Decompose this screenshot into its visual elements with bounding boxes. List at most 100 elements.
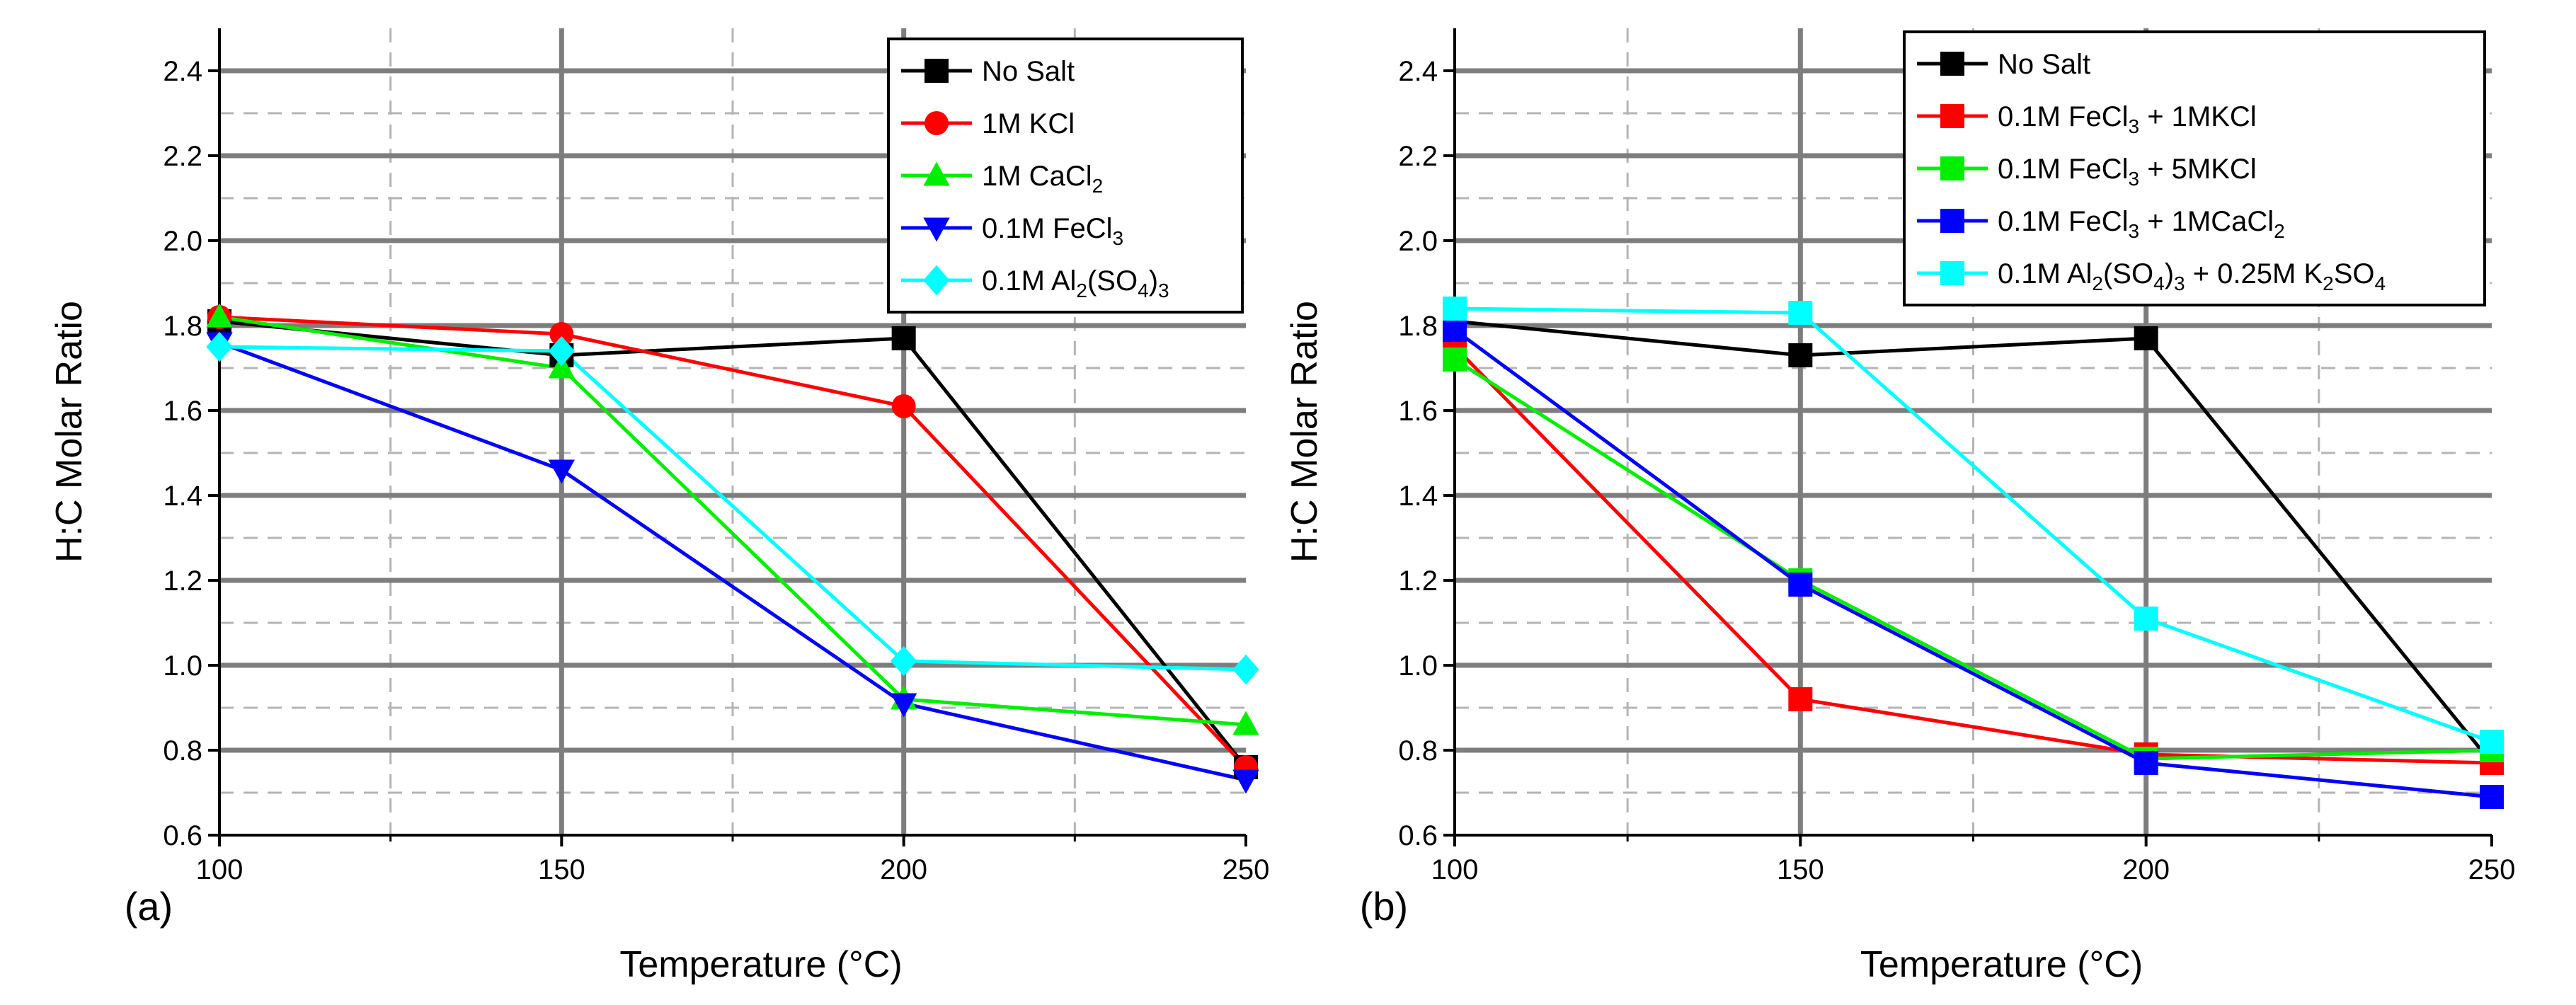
y-tick-label: 2.0 (163, 226, 202, 257)
legend-text-part: + 0.25M K (2185, 258, 2323, 289)
series-line-0 (1454, 319, 2493, 764)
y-tick-label: 1.0 (1398, 650, 1438, 682)
y-tick-label: 1.2 (163, 565, 202, 597)
legend-subscript: 2 (2274, 220, 2285, 242)
data-point-4-3 (1232, 654, 1259, 685)
legend-subscript: 4 (2153, 272, 2165, 294)
legend-text-part: + 1MKCl (2139, 101, 2257, 132)
legend-label-1: 0.1M FeCl3 + 1MKCl (1998, 101, 2257, 137)
data-point-0-2 (891, 326, 916, 350)
data-point-4-1 (548, 335, 576, 367)
legend-label-2: 1M CaCl2 (982, 161, 1103, 197)
series-line-4 (219, 345, 1247, 672)
x-tick-label: 250 (2468, 854, 2516, 885)
legend-marker-0 (1940, 52, 1964, 76)
legend-marker-1 (1940, 104, 1964, 128)
legend-marker-3 (923, 217, 950, 242)
data-point-2-0 (206, 303, 233, 328)
series-line-3 (219, 340, 1247, 782)
data-point-4-2 (2134, 607, 2158, 631)
y-tick-label: 1.4 (1398, 481, 1438, 512)
series-line-0 (219, 319, 1247, 769)
data-point-3-3 (1232, 769, 1259, 794)
legend-text-part: ) (2165, 258, 2174, 289)
data-point-4-0 (1443, 297, 1467, 321)
legend-text-part: + 5MKCl (2139, 154, 2257, 185)
data-point-3-0 (1443, 318, 1467, 342)
legend-subscript: 3 (2129, 220, 2140, 242)
y-tick-label: 2.2 (1398, 141, 1438, 172)
data-point-4-2 (890, 645, 917, 677)
data-point-3-3 (2480, 785, 2504, 809)
series-line-3 (1453, 328, 2492, 799)
data-point-0-1 (1788, 343, 1813, 367)
legend-subscript: 3 (2129, 115, 2140, 137)
legend-marker-4 (923, 265, 950, 296)
legend-subscript: 4 (2375, 272, 2386, 294)
x-axis-title: Temperature (°C) (619, 944, 902, 985)
series-line-2 (1453, 357, 2492, 761)
legend-subscript: 2 (1076, 280, 1087, 302)
data-point-4-1 (1788, 301, 1813, 325)
x-tick-label: 150 (538, 854, 585, 885)
legend-label-0: No Salt (1998, 49, 2090, 80)
legend-label-3: 0.1M FeCl3 (982, 213, 1123, 249)
legend-box (1903, 30, 2486, 306)
y-tick-label: 0.6 (163, 820, 202, 851)
legend-subscript: 3 (1158, 280, 1169, 302)
data-point-0-2 (2134, 326, 2158, 350)
series-line-2 (219, 315, 1247, 727)
y-tick-label: 0.6 (1398, 820, 1438, 851)
data-point-3-2 (2134, 751, 2158, 775)
legend-text-part: (SO (1087, 265, 1138, 297)
legend-text-part: No Salt (982, 56, 1075, 87)
x-tick-label: 200 (2122, 854, 2170, 885)
y-tick-label: 0.8 (163, 735, 202, 766)
legend-subscript: 2 (1092, 175, 1104, 197)
legend-subscript: 2 (2323, 272, 2334, 294)
legend-text-part: 1M KCl (982, 108, 1075, 139)
data-point-1-1 (549, 322, 574, 346)
legend-label-3: 0.1M FeCl3 + 1MCaCl2 (1998, 206, 2285, 242)
data-point-1-2 (891, 394, 916, 418)
legend-marker-2 (1940, 156, 1964, 180)
data-point-1-1 (1788, 687, 1813, 711)
legend-label-2: 0.1M FeCl3 + 5MKCl (1998, 154, 2257, 190)
legend-text-part: (SO (2103, 258, 2153, 289)
x-tick-label: 200 (880, 854, 927, 885)
legend-subscript: 2 (2092, 272, 2103, 294)
legend-text-part: 0.1M Al (1998, 258, 2092, 289)
legend-subscript: 3 (1113, 227, 1124, 249)
legend-label-4: 0.1M Al2(SO4)3 (982, 265, 1169, 302)
legend-subscript: 4 (1138, 280, 1149, 302)
y-tick-label: 1.0 (163, 650, 202, 682)
legend-text-part: No Salt (1998, 49, 2090, 80)
legend-text-part: + 1MCaCl (2139, 206, 2274, 237)
legend-text-part: 1M CaCl (982, 161, 1092, 192)
y-axis-title: H:C Molar Ratio (49, 301, 90, 563)
y-tick-label: 1.6 (163, 396, 202, 427)
legend-text-part: 0.1M FeCl (1998, 154, 2129, 185)
data-point-2-1 (548, 354, 576, 379)
legend-label-1: 1M KCl (982, 108, 1075, 139)
series-line-4 (1454, 306, 2492, 744)
y-tick-label: 2.4 (1398, 56, 1438, 87)
legend-text-part: 0.1M FeCl (1998, 101, 2129, 132)
legend-text-part: 0.1M FeCl (1998, 206, 2129, 237)
y-tick-label: 1.6 (1398, 396, 1438, 427)
series-line-1 (219, 315, 1247, 769)
legend-subscript: 3 (2174, 272, 2185, 294)
legend-text-part: 0.1M Al (982, 265, 1076, 297)
x-axis-title: Temperature (°C) (1860, 944, 2143, 985)
chart-panel-0: 100 150 200 250 0.6 0.8 1.0 1.2 1.4 1.6 1.8 2.0 2.2 2… (49, 28, 1269, 985)
y-tick-label: 2.2 (163, 141, 202, 172)
data-point-3-1 (548, 459, 576, 484)
legend-marker-3 (1940, 209, 1964, 233)
legend-marker-1 (925, 111, 949, 135)
y-tick-label: 2.0 (1398, 226, 1438, 257)
data-point-4-3 (2480, 730, 2504, 754)
panel-label: (a) (125, 884, 173, 929)
legend-label-0: No Salt (982, 56, 1075, 87)
